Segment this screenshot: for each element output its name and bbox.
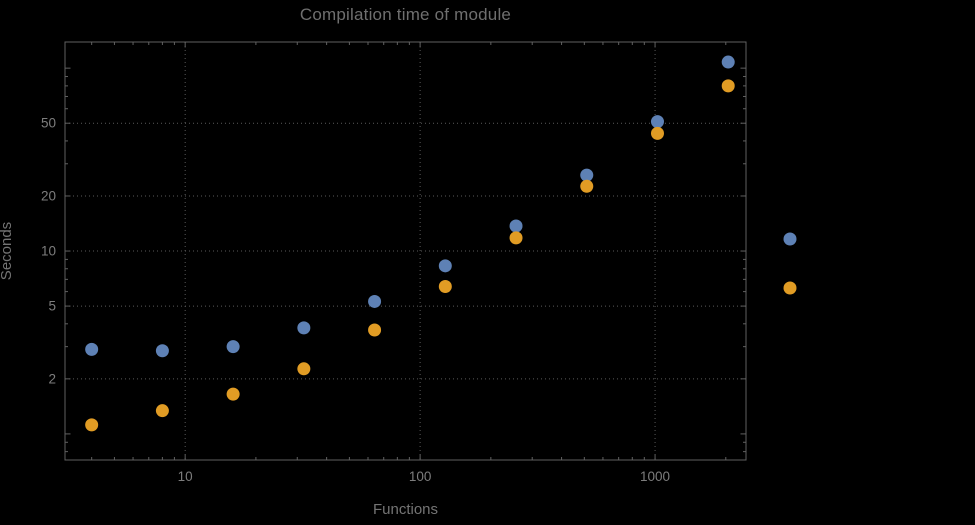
data-point-orange [509, 231, 523, 245]
chart-title: Compilation time of module [299, 5, 512, 24]
y-tick-label: 20 [41, 188, 56, 203]
data-point-blue [368, 294, 382, 308]
data-point-orange [226, 387, 240, 401]
data-point-blue [721, 55, 735, 69]
data-point-orange [650, 126, 664, 140]
data-point-orange [368, 323, 382, 337]
x-tick-label: 10 [178, 469, 193, 484]
data-point-orange [580, 179, 594, 193]
data-point-orange [438, 279, 452, 293]
x-axis-label: Functions [372, 501, 439, 518]
y-tick-label: 2 [48, 371, 56, 386]
x-tick-label: 100 [409, 469, 432, 484]
data-point-blue [226, 340, 240, 354]
data-point-blue [85, 342, 99, 356]
y-tick-label: 50 [41, 116, 56, 131]
data-point-orange [155, 404, 169, 418]
y-tick-label: 10 [41, 244, 56, 259]
y-axis-label: Seconds [0, 221, 15, 281]
data-point-orange [297, 362, 311, 376]
data-point-blue [438, 259, 452, 273]
data-point-blue [155, 344, 169, 358]
data-point-blue [297, 321, 311, 335]
data-point-blue [509, 219, 523, 233]
data-point-blue [650, 115, 664, 129]
legend-marker-blue [783, 232, 797, 246]
legend-marker-orange [783, 281, 797, 295]
data-point-orange [85, 418, 99, 432]
data-point-orange [721, 79, 735, 93]
data-point-blue [580, 168, 594, 182]
y-tick-label: 5 [48, 299, 56, 314]
x-tick-label: 1000 [640, 469, 670, 484]
